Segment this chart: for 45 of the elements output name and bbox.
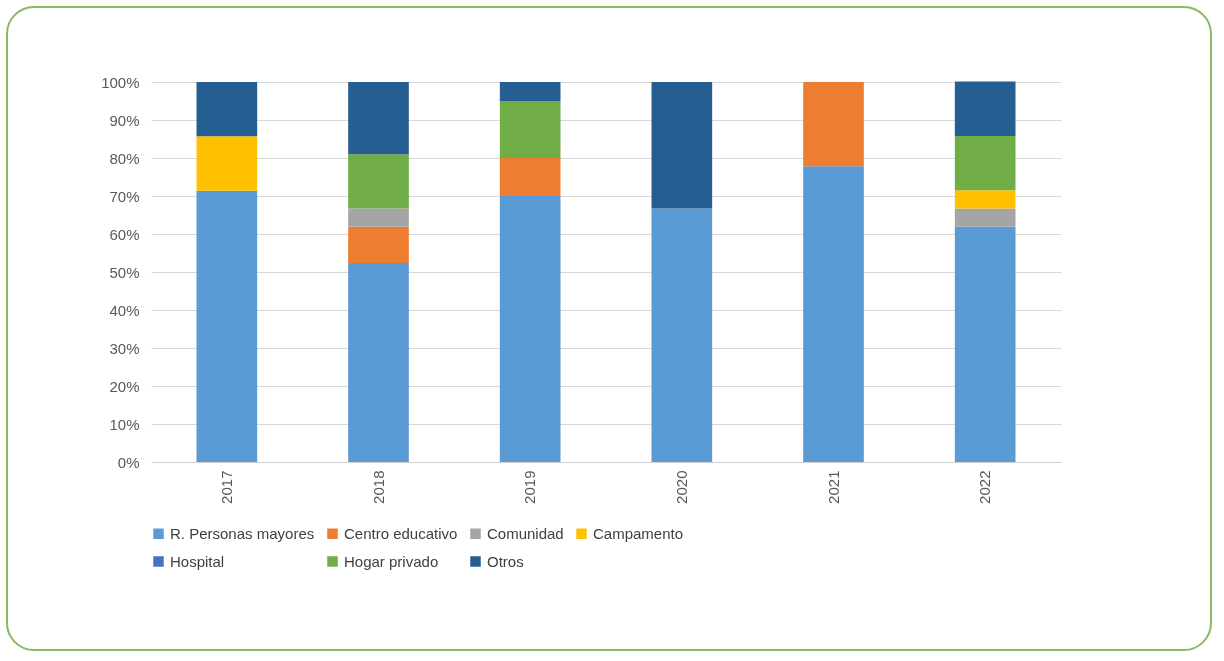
bar bbox=[499, 101, 561, 158]
y-tick-label: 60% bbox=[109, 225, 140, 243]
bar bbox=[803, 166, 864, 462]
bar bbox=[954, 190, 1016, 209]
bar bbox=[499, 82, 561, 101]
y-tick-label: 40% bbox=[109, 301, 140, 319]
bar bbox=[499, 158, 561, 196]
bar bbox=[348, 154, 409, 209]
legend-label: Hogar privado bbox=[344, 552, 439, 570]
y-tick-label: 100% bbox=[101, 73, 140, 91]
bar bbox=[651, 208, 713, 462]
y-tick-label: 30% bbox=[109, 339, 140, 357]
y-tick-label: 80% bbox=[109, 149, 140, 167]
bar bbox=[196, 82, 258, 137]
bar bbox=[954, 135, 1016, 191]
x-tick-label: 2021 bbox=[824, 470, 842, 504]
legend-label: Otros bbox=[487, 552, 524, 570]
bar bbox=[196, 190, 258, 462]
y-tick-label: 20% bbox=[109, 377, 140, 395]
legend-label: Hospital bbox=[170, 552, 225, 570]
y-tick-label: 90% bbox=[109, 111, 140, 129]
x-tick-label: 2020 bbox=[672, 470, 690, 504]
bar bbox=[954, 208, 1016, 227]
bar bbox=[196, 136, 258, 191]
bar bbox=[348, 82, 409, 155]
bar bbox=[348, 208, 409, 227]
legend-label: Centro educativo bbox=[344, 524, 458, 542]
x-tick-label: 2018 bbox=[369, 470, 387, 504]
x-tick-label: 2019 bbox=[521, 470, 539, 504]
legend-label: Campamento bbox=[593, 524, 684, 542]
bar bbox=[954, 226, 1016, 462]
bar bbox=[803, 82, 864, 167]
y-tick-label: 50% bbox=[109, 263, 140, 281]
y-tick-label: 0% bbox=[117, 453, 140, 471]
bar bbox=[348, 262, 409, 462]
x-tick-label: 2017 bbox=[217, 470, 235, 504]
y-tick-label: 70% bbox=[109, 187, 140, 205]
bar bbox=[499, 196, 561, 462]
bar bbox=[651, 82, 713, 209]
bar bbox=[954, 81, 1016, 136]
y-tick-label: 10% bbox=[109, 415, 140, 433]
bar bbox=[348, 226, 409, 263]
legend-label: Comunidad bbox=[487, 524, 564, 542]
x-tick-label: 2022 bbox=[976, 470, 994, 504]
legend-label: R. Personas mayores bbox=[170, 524, 315, 542]
